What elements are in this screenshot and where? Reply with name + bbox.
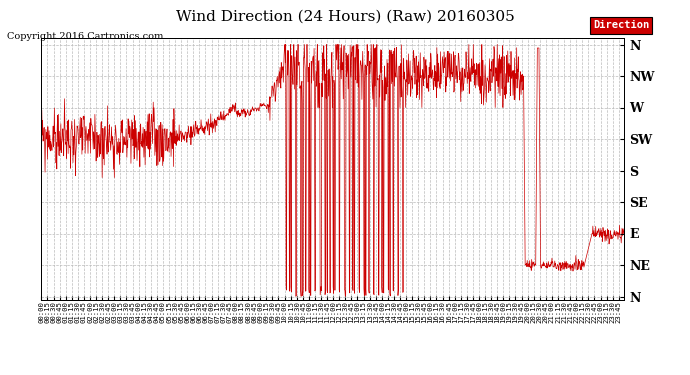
Text: Wind Direction (24 Hours) (Raw) 20160305: Wind Direction (24 Hours) (Raw) 20160305 (176, 9, 514, 23)
Text: Copyright 2016 Cartronics.com: Copyright 2016 Cartronics.com (7, 32, 164, 41)
Text: Direction: Direction (593, 20, 649, 30)
